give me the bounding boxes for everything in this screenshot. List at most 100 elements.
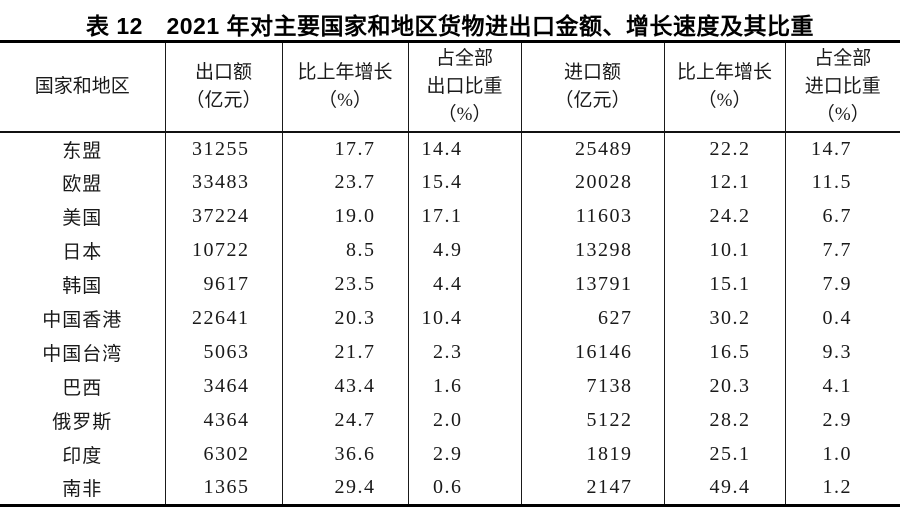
column-header: 国家和地区 bbox=[0, 41, 165, 133]
value-cell: 22641 bbox=[164, 301, 282, 336]
value-cell: 7138 bbox=[520, 369, 664, 404]
region-cell: 巴西 bbox=[62, 378, 103, 399]
value-cell: 24.7 bbox=[281, 403, 408, 438]
column-header: 出口额 （亿元） bbox=[164, 41, 282, 133]
value-cell: 4.4 bbox=[407, 267, 521, 302]
value-cell: 30.2 bbox=[663, 301, 785, 336]
value-cell: 29.4 bbox=[281, 471, 408, 506]
value-cell: 13791 bbox=[520, 267, 664, 302]
value-cell: 10722 bbox=[164, 233, 282, 268]
value-cell: 7.9 bbox=[784, 267, 900, 302]
value-cell: 0.4 bbox=[784, 301, 900, 336]
value-cell: 49.4 bbox=[663, 471, 785, 506]
value-cell: 2.9 bbox=[407, 437, 521, 472]
value-cell: 20.3 bbox=[281, 301, 408, 336]
value-cell: 15.1 bbox=[663, 267, 785, 302]
value-cell: 5122 bbox=[520, 403, 664, 438]
value-cell: 2.3 bbox=[407, 335, 521, 370]
value-cell: 5063 bbox=[164, 335, 282, 370]
value-cell: 37224 bbox=[164, 199, 282, 234]
value-cell: 23.5 bbox=[281, 267, 408, 302]
value-cell: 9.3 bbox=[784, 335, 900, 370]
value-cell: 36.6 bbox=[281, 437, 408, 472]
region-cell: 印度 bbox=[62, 446, 103, 467]
region-cell: 中国台湾 bbox=[42, 344, 123, 365]
header-row: 国家和地区 出口额 （亿元） 比上年增长 （%） 占全部 出口比重 （%） 进口额 （亿… bbox=[0, 41, 900, 133]
value-cell: 17.7 bbox=[281, 131, 408, 166]
region-cell: 俄罗斯 bbox=[52, 412, 113, 433]
value-cell: 4364 bbox=[164, 403, 282, 438]
value-cell: 11603 bbox=[520, 199, 664, 234]
column-header: 占全部 进口比重 （%） bbox=[784, 41, 900, 133]
value-cell: 9617 bbox=[164, 267, 282, 302]
value-cell: 6.7 bbox=[784, 199, 900, 234]
value-cell: 627 bbox=[520, 301, 664, 336]
value-cell: 1.0 bbox=[784, 437, 900, 472]
table-row: 美国 37224 19.0 17.1 11603 24.2 6.7 bbox=[0, 199, 900, 234]
value-cell: 16.5 bbox=[663, 335, 785, 370]
value-cell: 25489 bbox=[520, 131, 664, 166]
column-header: 比上年增长 （%） bbox=[281, 41, 408, 133]
value-cell: 14.4 bbox=[407, 131, 521, 166]
value-cell: 2.0 bbox=[407, 403, 521, 438]
value-cell: 1.2 bbox=[784, 471, 900, 506]
table-row: 巴西 3464 43.4 1.6 7138 20.3 4.1 bbox=[0, 369, 900, 404]
table-row: 南非 1365 29.4 0.6 2147 49.4 1.2 bbox=[0, 471, 900, 506]
value-cell: 15.4 bbox=[407, 165, 521, 200]
table-row: 东盟 31255 17.7 14.4 25489 22.2 14.7 bbox=[0, 131, 900, 166]
value-cell: 25.1 bbox=[663, 437, 785, 472]
value-cell: 11.5 bbox=[784, 165, 900, 200]
data-table: 国家和地区 出口额 （亿元） 比上年增长 （%） 占全部 出口比重 （%） 进口额 （亿… bbox=[0, 40, 900, 507]
region-cell: 韩国 bbox=[62, 276, 103, 297]
table-row: 中国香港 22641 20.3 10.4 627 30.2 0.4 bbox=[0, 301, 900, 336]
value-cell: 6302 bbox=[164, 437, 282, 472]
value-cell: 17.1 bbox=[407, 199, 521, 234]
region-cell: 南非 bbox=[62, 479, 103, 501]
value-cell: 1819 bbox=[520, 437, 664, 472]
table-row: 日本 10722 8.5 4.9 13298 10.1 7.7 bbox=[0, 233, 900, 268]
value-cell: 33483 bbox=[164, 165, 282, 200]
table-row: 欧盟 33483 23.7 15.4 20028 12.1 11.5 bbox=[0, 165, 900, 200]
value-cell: 13298 bbox=[520, 233, 664, 268]
value-cell: 2147 bbox=[520, 471, 664, 506]
value-cell: 28.2 bbox=[663, 403, 785, 438]
table-row: 韩国 9617 23.5 4.4 13791 15.1 7.9 bbox=[0, 267, 900, 302]
value-cell: 19.0 bbox=[281, 199, 408, 234]
value-cell: 23.7 bbox=[281, 165, 408, 200]
region-cell: 美国 bbox=[62, 208, 103, 229]
value-cell: 2.9 bbox=[784, 403, 900, 438]
value-cell: 10.1 bbox=[663, 233, 785, 268]
column-header: 占全部 出口比重 （%） bbox=[407, 41, 521, 133]
value-cell: 22.2 bbox=[663, 131, 785, 166]
value-cell: 43.4 bbox=[281, 369, 408, 404]
column-header: 进口额 （亿元） bbox=[520, 41, 664, 133]
value-cell: 16146 bbox=[520, 335, 664, 370]
value-cell: 20028 bbox=[520, 165, 664, 200]
table-header: 国家和地区 出口额 （亿元） 比上年增长 （%） 占全部 出口比重 （%） 进口额 （亿… bbox=[0, 41, 900, 133]
value-cell: 21.7 bbox=[281, 335, 408, 370]
value-cell: 20.3 bbox=[663, 369, 785, 404]
value-cell: 3464 bbox=[164, 369, 282, 404]
value-cell: 24.2 bbox=[663, 199, 785, 234]
value-cell: 31255 bbox=[164, 131, 282, 166]
table-row: 印度 6302 36.6 2.9 1819 25.1 1.0 bbox=[0, 437, 900, 472]
value-cell: 14.7 bbox=[784, 131, 900, 166]
region-cell: 中国香港 bbox=[42, 310, 123, 331]
value-cell: 10.4 bbox=[407, 301, 521, 336]
table-title: 表 12 2021 年对主要国家和地区货物进出口金额、增长速度及其比重 bbox=[85, 13, 815, 39]
region-cell: 东盟 bbox=[62, 140, 103, 162]
value-cell: 1.6 bbox=[407, 369, 521, 404]
value-cell: 0.6 bbox=[407, 471, 521, 506]
table-row: 中国台湾 5063 21.7 2.3 16146 16.5 9.3 bbox=[0, 335, 900, 370]
value-cell: 4.9 bbox=[407, 233, 521, 268]
region-cell: 欧盟 bbox=[62, 174, 103, 195]
value-cell: 12.1 bbox=[663, 165, 785, 200]
value-cell: 4.1 bbox=[784, 369, 900, 404]
value-cell: 1365 bbox=[164, 471, 282, 506]
value-cell: 7.7 bbox=[784, 233, 900, 268]
column-header: 比上年增长 （%） bbox=[663, 41, 785, 133]
region-cell: 日本 bbox=[62, 242, 103, 263]
table-row: 俄罗斯 4364 24.7 2.0 5122 28.2 2.9 bbox=[0, 403, 900, 438]
table-body: 东盟 31255 17.7 14.4 25489 22.2 14.7 欧盟 33483 23.7 1… bbox=[0, 131, 900, 506]
